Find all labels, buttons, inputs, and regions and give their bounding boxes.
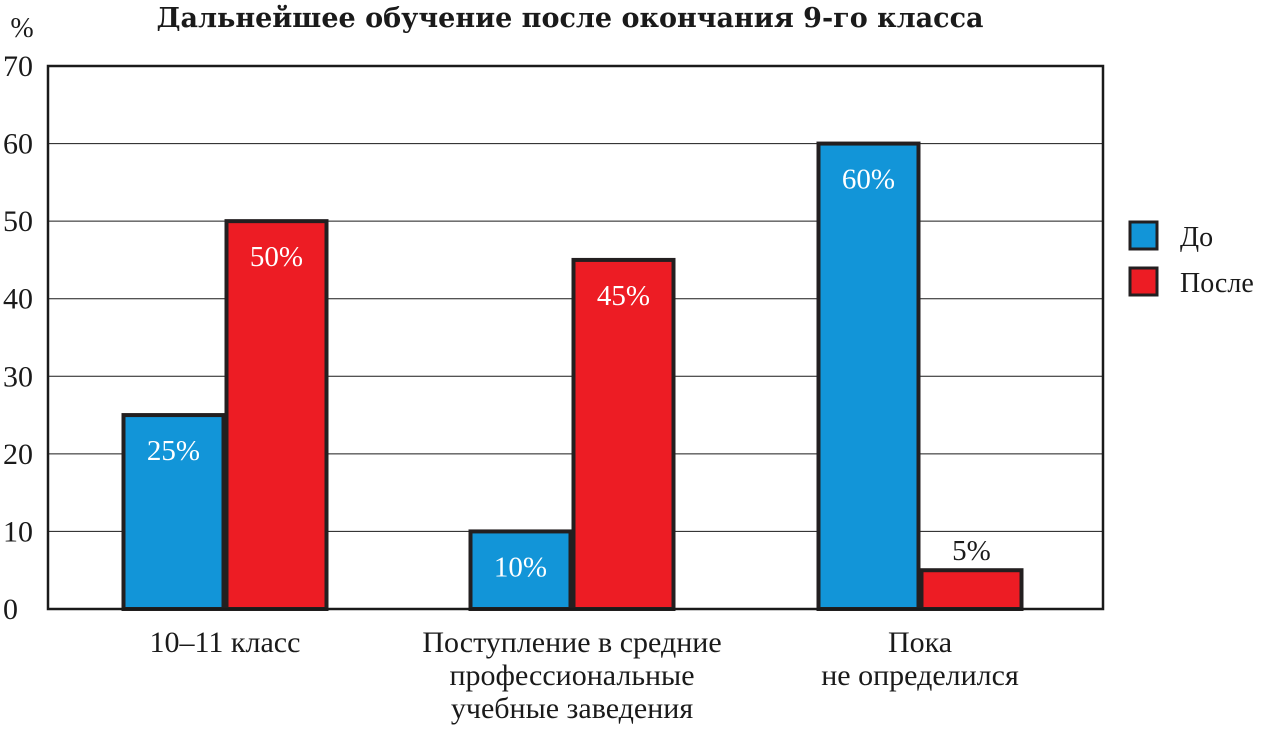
data-label: 50% — [250, 241, 303, 273]
x-axis-ticks: 10–11 класс Поступление в средние професси… — [150, 626, 1019, 725]
bar-before — [468, 529, 573, 612]
y-axis-unit-label: % — [10, 13, 33, 44]
x-tick-label: Пока не определился — [821, 626, 1019, 692]
y-tick-label: 30 — [3, 360, 33, 393]
legend-label: После — [1180, 268, 1254, 299]
y-tick-label: 20 — [3, 438, 33, 471]
y-tick-label: 60 — [3, 128, 33, 161]
y-tick-label: 10 — [3, 515, 33, 548]
chart-title: Дальнейшее обучение после окончания 9-го… — [156, 3, 983, 34]
legend-label: До — [1180, 222, 1213, 253]
data-label: 60% — [842, 164, 895, 196]
x-tick-label: 10–11 класс — [150, 626, 301, 659]
plot-area-frame — [46, 64, 1105, 611]
y-tick-label: 0 — [3, 593, 18, 626]
data-label: 25% — [147, 435, 200, 467]
y-axis-ticks: 0 10 20 30 40 50 60 70 — [3, 50, 33, 626]
y-tick-label: 50 — [3, 205, 33, 238]
y-tick-label: 40 — [3, 283, 33, 316]
y-tick-label: 70 — [3, 50, 33, 83]
data-label: 45% — [597, 280, 650, 312]
data-label: 5% — [952, 535, 991, 567]
legend: До После — [1128, 220, 1254, 299]
bar-after — [571, 257, 676, 611]
bars — [121, 141, 1024, 612]
legend-swatch-before — [1128, 220, 1159, 251]
data-label: 10% — [494, 551, 547, 583]
data-labels: 25% 10% 60% 50% 45% 5% — [147, 164, 991, 584]
bar-before — [816, 141, 921, 611]
bar-after — [224, 219, 329, 611]
legend-swatch-after — [1128, 266, 1159, 297]
x-tick-label: Поступление в средние профессиональные уче… — [422, 626, 721, 725]
bar-after — [919, 568, 1024, 612]
